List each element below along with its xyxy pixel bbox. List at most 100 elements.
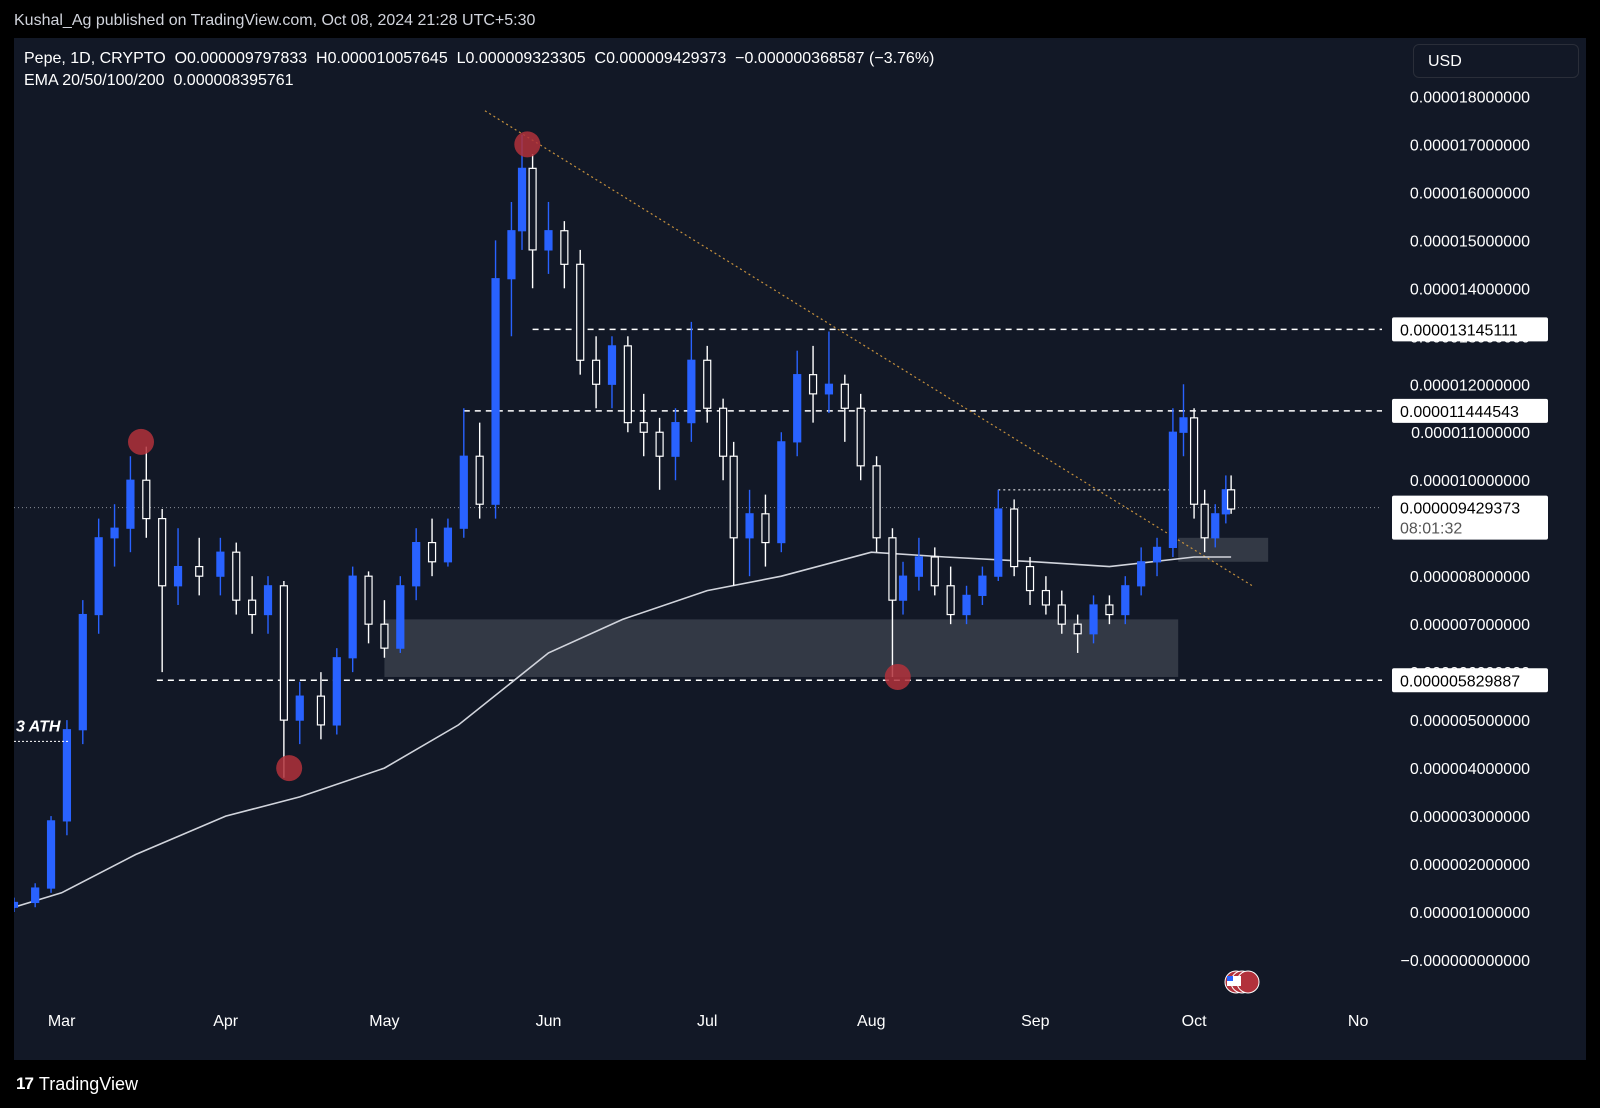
candle-27	[459, 408, 468, 538]
candle-body	[46, 820, 56, 889]
candle-49	[793, 350, 802, 457]
x-tick-label: May	[369, 1013, 399, 1030]
candle-18	[316, 672, 326, 740]
candle-46	[745, 489, 754, 577]
candle-body	[14, 901, 19, 908]
tradingview-brand[interactable]: 17 TradingView	[16, 1072, 138, 1096]
candle-59	[946, 566, 955, 625]
flag-canton	[1227, 976, 1233, 981]
chart-pane[interactable]: 3 ATH 0.000018000000 0.000017000000 0.00001…	[14, 38, 1586, 1060]
candle-48	[777, 432, 786, 553]
level-tag-0: 0.000013145111	[1400, 322, 1518, 339]
x-tick-label: Aug	[857, 1013, 885, 1030]
candle-body	[1089, 604, 1098, 635]
tradingview-logo-icon: 17	[16, 1074, 34, 1093]
candle-73	[1168, 408, 1178, 557]
candle-3	[62, 720, 72, 836]
currency-selector[interactable]: USD	[1413, 44, 1579, 78]
candle-50	[808, 345, 818, 423]
level-tag-bg-2	[1392, 668, 1548, 693]
y-tick-label: 0.000005000000	[1410, 713, 1530, 730]
candle-body	[761, 513, 770, 544]
candle-body	[459, 455, 468, 529]
candle-body	[110, 527, 119, 539]
candle-body	[856, 407, 865, 467]
candle-17	[295, 681, 304, 745]
y-tick-label: 0.000004000000	[1410, 761, 1530, 778]
candle-37	[607, 336, 617, 409]
candle-body	[729, 455, 738, 539]
candle-body	[263, 585, 273, 616]
pivot-marker-0	[128, 428, 155, 455]
candle-body	[930, 556, 939, 587]
candle-body	[671, 422, 680, 457]
price-chart[interactable]: 3 ATH 0.000018000000 0.000017000000 0.00001…	[14, 38, 1586, 1060]
candle-body	[544, 230, 553, 251]
candle-43	[703, 345, 712, 423]
candle-32	[528, 153, 537, 289]
x-tick-label: Oct	[1182, 1013, 1207, 1030]
candle-body	[840, 383, 849, 409]
candle-body	[396, 585, 405, 649]
candle-77	[1211, 504, 1220, 548]
candle-body	[1025, 565, 1035, 592]
x-tick-label: Mar	[48, 1013, 76, 1030]
candle-22	[380, 600, 389, 658]
candle-8	[142, 446, 151, 538]
candle-26	[443, 518, 453, 567]
us-flag-icon[interactable]	[1224, 970, 1260, 994]
candle-12	[216, 537, 225, 596]
candle-29	[491, 240, 500, 519]
candle-body	[1189, 417, 1199, 505]
candle-body	[1121, 585, 1130, 616]
candle-body	[232, 551, 241, 601]
level-tag-1: 0.000011444543	[1400, 404, 1519, 421]
candle-54	[872, 456, 881, 553]
candle-body	[623, 345, 632, 424]
candle-72	[1152, 537, 1162, 577]
flag-field	[1227, 976, 1241, 986]
candle-body	[216, 551, 225, 577]
candle-71	[1137, 547, 1146, 596]
candle-20	[348, 566, 357, 673]
last-price-tag: 0.000009429373	[1400, 501, 1520, 518]
candle-25	[427, 518, 437, 577]
candle-body	[639, 422, 648, 433]
candle-body	[475, 455, 484, 505]
candle-body	[824, 383, 834, 395]
candle-body	[279, 585, 288, 721]
candle-body	[687, 359, 696, 424]
y-tick-label: 0.000012000000	[1410, 377, 1530, 394]
candle-24	[412, 528, 421, 601]
candle-body	[1200, 503, 1209, 539]
x-tick-label: Sep	[1021, 1013, 1050, 1030]
x-tick-label: Jul	[697, 1013, 717, 1030]
candle-15	[263, 576, 273, 634]
candle-75	[1189, 408, 1199, 519]
candle-body	[491, 278, 500, 505]
brand-text: TradingView	[38, 1074, 138, 1094]
y-tick-label: 0.000007000000	[1410, 617, 1530, 634]
candle-28	[475, 422, 484, 519]
candle-body	[793, 374, 802, 443]
candle-body	[1041, 589, 1051, 606]
zone-0	[384, 619, 1179, 677]
candle-23	[396, 576, 405, 653]
candle-63	[1010, 499, 1019, 577]
candle-70	[1121, 576, 1130, 625]
candle-body	[777, 441, 786, 544]
candle-body	[517, 167, 527, 232]
candle-39	[639, 393, 648, 457]
candle-47	[761, 494, 770, 567]
candle-body	[78, 613, 87, 731]
y-tick-label: 0.000008000000	[1410, 569, 1530, 586]
y-tick-label: 0.000016000000	[1410, 185, 1530, 202]
candle-body	[62, 729, 72, 822]
candle-body	[808, 374, 818, 395]
candle-body	[1227, 489, 1236, 510]
candle-44	[719, 398, 728, 481]
candle-body	[507, 230, 516, 280]
x-tick-label: Apr	[213, 1013, 239, 1030]
candle-2	[46, 816, 56, 893]
candle-74	[1179, 384, 1188, 457]
